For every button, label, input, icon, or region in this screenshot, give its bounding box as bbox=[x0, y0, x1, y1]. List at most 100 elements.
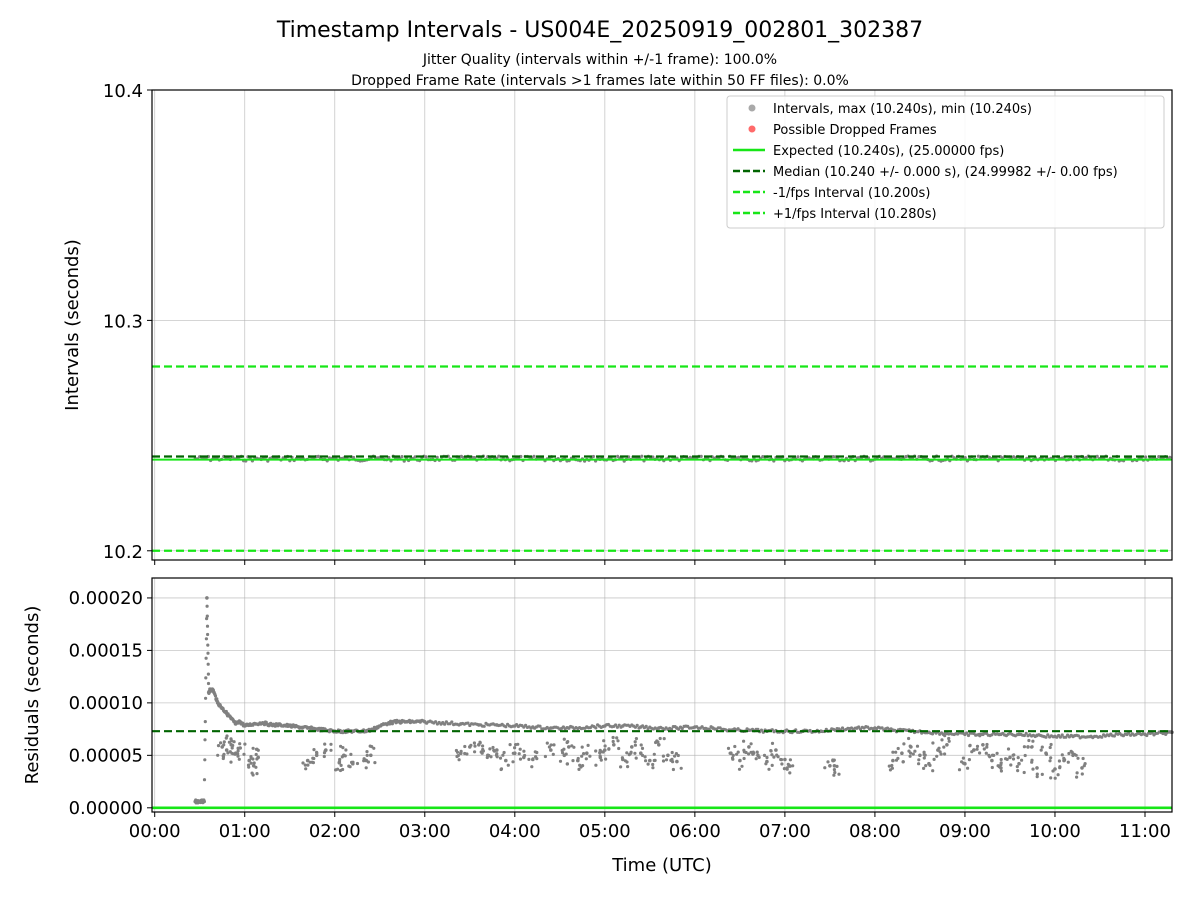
residual-point bbox=[1022, 770, 1026, 775]
residual-point bbox=[571, 759, 575, 763]
residual-point bbox=[640, 753, 645, 758]
residual-point bbox=[565, 740, 569, 745]
legend-label-2: Expected (10.240s), (25.00000 fps) bbox=[773, 144, 1004, 159]
residual-point bbox=[322, 754, 326, 759]
residual-point bbox=[738, 758, 742, 763]
residual-point bbox=[661, 759, 666, 763]
residual-point bbox=[677, 727, 681, 731]
residual-point bbox=[365, 750, 369, 754]
residual-point bbox=[924, 764, 928, 768]
bottom-ytick-label-0: 0.00000 bbox=[69, 798, 143, 819]
residual-point bbox=[744, 750, 748, 755]
residual-point bbox=[890, 766, 895, 770]
residual-point bbox=[922, 752, 926, 757]
residual-point bbox=[823, 766, 827, 770]
legend-marker-0 bbox=[748, 104, 756, 112]
residual-point bbox=[315, 751, 319, 755]
residual-point bbox=[772, 755, 776, 759]
residual-point bbox=[985, 745, 989, 749]
residual-point bbox=[832, 764, 837, 768]
residual-point bbox=[236, 754, 240, 758]
residual-point bbox=[835, 764, 839, 769]
residual-point bbox=[1044, 752, 1049, 757]
residual-point bbox=[504, 725, 508, 729]
residual-point bbox=[1040, 772, 1044, 777]
bottom-xlabel: Time (UTC) bbox=[611, 855, 712, 876]
residual-point bbox=[213, 694, 218, 698]
residual-point bbox=[216, 744, 221, 748]
residual-point bbox=[254, 765, 258, 769]
chart-title: Timestamp Intervals - US004E_20250919_00… bbox=[276, 18, 923, 43]
residual-point bbox=[473, 750, 477, 754]
legend-label-1: Possible Dropped Frames bbox=[773, 123, 937, 138]
residual-point bbox=[1035, 775, 1039, 779]
residual-point bbox=[957, 768, 962, 772]
residual-point bbox=[742, 739, 746, 743]
residual-point bbox=[205, 614, 209, 618]
residual-point bbox=[1058, 765, 1062, 769]
residual-point bbox=[463, 751, 467, 756]
residual-point bbox=[1009, 763, 1013, 767]
residual-point bbox=[450, 720, 454, 724]
residual-point bbox=[226, 751, 230, 755]
residual-point bbox=[658, 736, 662, 741]
residual-point bbox=[543, 754, 548, 759]
residual-point bbox=[999, 769, 1004, 773]
residual-point bbox=[494, 753, 499, 757]
residual-point bbox=[985, 742, 989, 747]
residual-point bbox=[251, 746, 255, 750]
residual-point bbox=[1100, 735, 1104, 739]
residual-point bbox=[978, 751, 982, 755]
interval-point bbox=[1095, 454, 1099, 458]
residual-point bbox=[492, 749, 496, 753]
residual-point bbox=[615, 736, 619, 740]
residual-point bbox=[922, 750, 926, 754]
residual-point bbox=[1049, 742, 1053, 747]
residual-point bbox=[633, 743, 638, 747]
residual-point bbox=[1056, 773, 1060, 777]
residual-point bbox=[917, 758, 921, 762]
residual-point bbox=[1082, 764, 1086, 768]
residual-point bbox=[1017, 761, 1021, 766]
residual-point bbox=[620, 756, 625, 760]
residual-point bbox=[229, 737, 233, 741]
residual-point bbox=[251, 757, 255, 761]
residual-point bbox=[736, 750, 740, 754]
bottom-xtick-label-10: 10:00 bbox=[1029, 821, 1081, 842]
residual-point bbox=[762, 753, 767, 758]
bottom-ytick-label-2: 0.00010 bbox=[69, 693, 143, 714]
residual-point bbox=[670, 750, 674, 755]
residual-point bbox=[576, 756, 580, 761]
residual-point bbox=[932, 757, 936, 762]
residual-point bbox=[262, 723, 267, 727]
residual-point bbox=[368, 744, 372, 748]
residual-point bbox=[675, 759, 679, 764]
bottom-xtick-label-0: 00:00 bbox=[129, 821, 181, 842]
residual-point bbox=[612, 743, 616, 747]
residual-point bbox=[961, 756, 966, 760]
residual-point bbox=[1008, 755, 1012, 760]
residual-point bbox=[915, 744, 920, 748]
residual-point bbox=[511, 751, 515, 755]
residual-point bbox=[243, 742, 247, 746]
residual-point bbox=[350, 760, 354, 765]
residual-point bbox=[749, 742, 753, 746]
residual-point bbox=[311, 761, 315, 765]
residual-point bbox=[366, 760, 370, 764]
residual-point bbox=[455, 754, 459, 759]
residual-point bbox=[586, 743, 590, 748]
residual-point bbox=[857, 725, 861, 729]
residual-point bbox=[308, 760, 312, 764]
residual-point bbox=[518, 747, 522, 751]
residual-point bbox=[599, 758, 603, 762]
residual-point bbox=[340, 755, 344, 759]
legend-marker-1 bbox=[748, 125, 756, 133]
residual-point bbox=[990, 758, 994, 763]
residual-point bbox=[1051, 769, 1055, 773]
residual-point bbox=[603, 748, 607, 752]
legend-label-5: +1/fps Interval (10.280s) bbox=[773, 207, 937, 222]
residual-point bbox=[832, 758, 836, 762]
residual-point bbox=[202, 799, 206, 804]
residual-point bbox=[344, 748, 348, 752]
residual-point bbox=[463, 744, 467, 749]
